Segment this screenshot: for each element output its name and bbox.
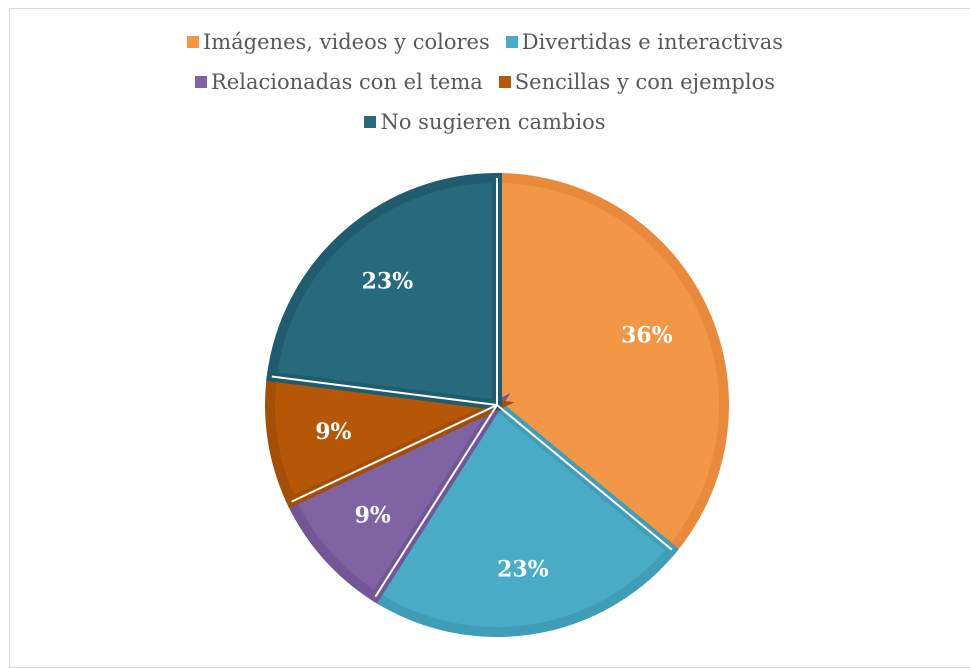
legend-item-no-sugieren: No sugieren cambios <box>364 110 606 134</box>
legend-row: No sugieren cambios <box>0 102 970 142</box>
pie-slices <box>265 172 729 637</box>
pie-slice <box>284 393 511 604</box>
slice-separator <box>271 375 498 406</box>
legend-swatch <box>186 36 199 48</box>
pie-slice <box>266 172 502 411</box>
data-label: 23% <box>362 269 414 295</box>
legend-item-relacionadas: Relacionadas con el tema <box>194 70 483 94</box>
slice-separator <box>374 404 498 598</box>
slice-separator <box>291 404 498 503</box>
pie-slice <box>265 370 515 509</box>
slice-separator <box>496 404 673 551</box>
legend-label: No sugieren cambios <box>380 110 606 134</box>
legend-label: Divertidas e interactivas <box>521 30 784 54</box>
legend-row: Imágenes, videos y colores Divertidas e … <box>0 22 970 62</box>
legend-swatch <box>498 76 511 88</box>
legend-item-divertidas: Divertidas e interactivas <box>505 30 784 54</box>
legend-row: Relacionadas con el tema Sencillas y con… <box>0 62 970 102</box>
legend-label: Imágenes, videos y colores <box>202 30 490 54</box>
data-label: 23% <box>497 557 549 583</box>
data-label: 9% <box>355 503 391 529</box>
legend-item-sencillas: Sencillas y con ejemplos <box>498 70 775 94</box>
pie-slice <box>492 172 729 557</box>
pie-data-labels: 36% 23% 9% 9% 23% <box>271 178 673 598</box>
legend: Imágenes, videos y colores Divertidas e … <box>0 22 970 142</box>
data-label: 36% <box>621 322 673 348</box>
legend-label: Sencillas y con ejemplos <box>514 70 775 94</box>
pie-slice <box>368 397 679 637</box>
legend-label: Relacionadas con el tema <box>210 70 483 94</box>
data-label: 9% <box>315 419 351 445</box>
legend-item-imagenes: Imágenes, videos y colores <box>186 30 490 54</box>
legend-swatch <box>194 76 207 88</box>
legend-swatch <box>505 36 518 48</box>
legend-swatch <box>364 116 377 128</box>
